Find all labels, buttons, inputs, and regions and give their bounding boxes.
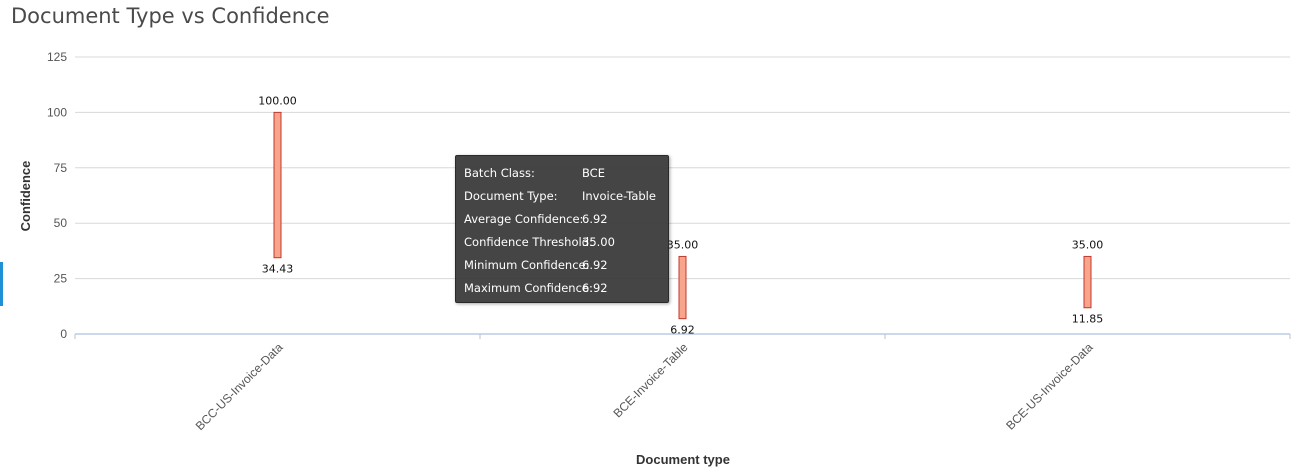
x-tick-label: BCE-Invoice-Table [610, 340, 690, 420]
chart-title: Document Type vs Confidence [11, 4, 330, 28]
bar-high-label: 35.00 [1072, 238, 1104, 251]
tooltip-row-average-confidence: Average Confidence: 6.92 [456, 211, 668, 234]
bar-low-label: 11.85 [1072, 313, 1104, 326]
y-tick-label: 50 [54, 216, 68, 230]
range-bar [678, 255, 687, 320]
x-axis-title: Document type [636, 452, 730, 467]
x-tick-label: BCE-US-Invoice-Data [1003, 340, 1096, 433]
tooltip-row-confidence-threshold: Confidence Threshold: 35.00 [456, 234, 668, 257]
tooltip-row-document-type: Document Type: Invoice-Table [456, 188, 668, 211]
y-tick-label: 25 [54, 272, 68, 286]
selection-indicator [0, 262, 3, 306]
tooltip-row-batch-class: Batch Class: BCE [456, 165, 668, 188]
y-axis-title: Confidence [18, 161, 33, 232]
bar-low-label: 34.43 [262, 263, 294, 276]
tooltip-value: Invoice-Table [582, 189, 656, 203]
tooltip-row-maximum-confidence: Maximum Confidence: 6.92 [456, 280, 668, 303]
y-tick-label: 0 [60, 327, 67, 341]
tooltip-row-minimum-confidence: Minimum Confidence: 6.92 [456, 257, 668, 280]
tooltip-value: 6.92 [582, 281, 608, 295]
tooltip-label: Maximum Confidence: [464, 281, 593, 295]
tooltip-label: Batch Class: [464, 166, 535, 180]
data-tooltip: Batch Class: BCE Document Type: Invoice-… [455, 155, 669, 303]
tooltip-label: Average Confidence: [464, 212, 584, 226]
tooltip-value: 6.92 [582, 258, 608, 272]
tooltip-label: Document Type: [464, 189, 558, 203]
tooltip-value: 35.00 [582, 235, 615, 249]
tooltip-value: BCE [582, 166, 605, 180]
tooltip-label: Confidence Threshold: [464, 235, 593, 249]
range-bar [1083, 255, 1092, 309]
y-tick-label: 75 [54, 161, 68, 175]
bar-high-label: 35.00 [667, 238, 699, 251]
tooltip-value: 6.92 [582, 212, 608, 226]
y-tick-label: 100 [47, 105, 67, 119]
range-bar [273, 111, 282, 259]
x-tick-label: BCC-US-Invoice-Data [193, 340, 286, 433]
bar-low-label: 6.92 [670, 324, 695, 337]
bar-high-label: 100.00 [258, 94, 297, 107]
y-tick-label: 125 [47, 50, 67, 64]
tooltip-label: Minimum Confidence: [464, 258, 590, 272]
